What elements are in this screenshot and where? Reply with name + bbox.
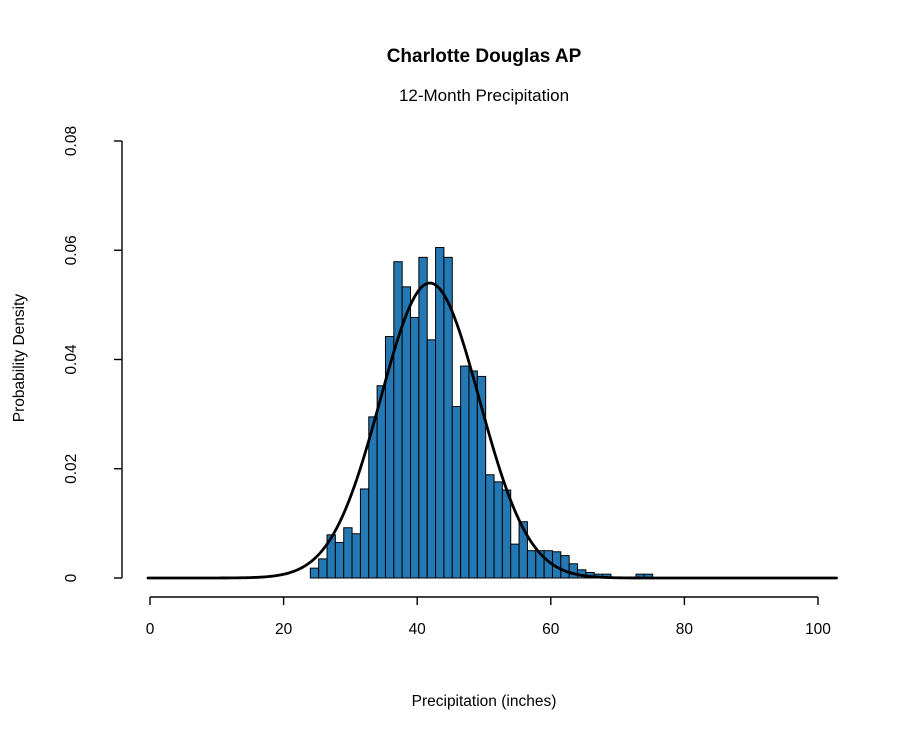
histogram-bar xyxy=(418,256,428,579)
normal-curve xyxy=(146,281,838,580)
histogram-bar xyxy=(343,527,353,579)
x-tick-label: 40 xyxy=(409,621,427,638)
histogram-bar xyxy=(410,316,420,579)
histogram-bar xyxy=(334,541,345,579)
histogram-bar xyxy=(393,261,403,579)
histogram-bar xyxy=(485,474,495,579)
y-tick-label: 0.02 xyxy=(63,454,80,484)
histogram-bar xyxy=(468,370,478,579)
y-tick-label: 0.04 xyxy=(63,344,80,375)
chart-title: Charlotte Douglas AP xyxy=(386,46,582,67)
histogram-bar xyxy=(501,489,512,579)
x-tick-label: 100 xyxy=(805,621,831,638)
y-tick-label: 0 xyxy=(63,573,80,582)
x-tick-label: 20 xyxy=(275,621,293,638)
histogram-bar xyxy=(493,481,503,579)
histogram-bar xyxy=(359,488,370,579)
x-tick-label: 0 xyxy=(146,621,155,638)
histogram-bar xyxy=(376,385,386,579)
x-tick-label: 80 xyxy=(676,621,694,638)
histogram-bar xyxy=(435,247,445,579)
histogram-bar xyxy=(568,563,579,579)
chart-subtitle: 12-Month Precipitation xyxy=(398,86,570,105)
histogram-bar xyxy=(460,365,470,579)
histogram-bar xyxy=(318,558,328,579)
histogram-bar xyxy=(560,555,570,579)
y-tick-label: 0.06 xyxy=(63,235,80,265)
histogram-bar xyxy=(351,533,361,579)
x-tick-label: 60 xyxy=(542,621,560,638)
histogram-bar xyxy=(451,405,462,579)
histogram-bar xyxy=(401,286,412,579)
histogram-bar xyxy=(526,550,537,579)
histogram-bar xyxy=(510,543,520,579)
y-tick-label: 0.08 xyxy=(63,126,80,156)
y-axis-label: Probability Density xyxy=(11,293,28,423)
x-axis-label: Precipitation (inches) xyxy=(411,693,557,710)
histogram-bar xyxy=(426,339,437,579)
histogram-bar xyxy=(309,567,320,579)
histogram-bar xyxy=(518,521,528,579)
